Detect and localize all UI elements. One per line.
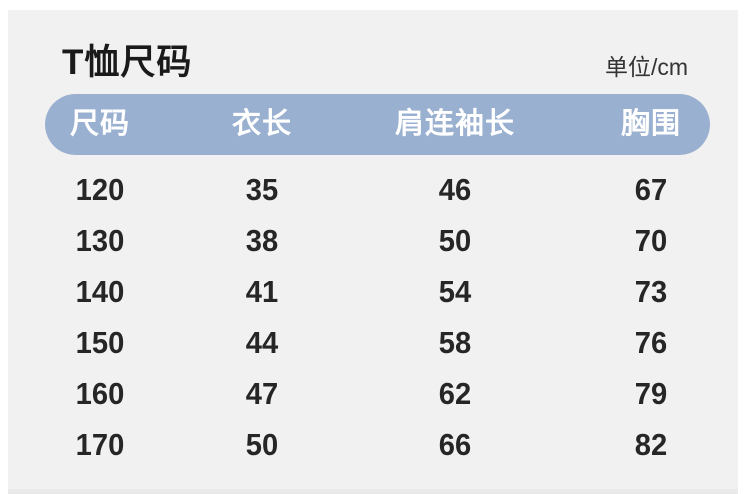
table-row: 160 47 62 79 <box>45 368 710 419</box>
table-cell: 76 <box>634 325 668 360</box>
table-body: 120 35 46 67 130 38 50 70 140 41 54 73 150 44 58 76 160 4… <box>45 164 710 470</box>
table-cell: 79 <box>634 376 668 411</box>
column-header: 衣长 <box>231 108 292 140</box>
table-cell: 73 <box>634 274 668 309</box>
column-header: 尺码 <box>69 108 130 140</box>
table-cell: 44 <box>245 325 279 360</box>
page-title: T恤尺码 <box>62 43 193 82</box>
table-cell: 150 <box>75 325 125 360</box>
table-header-row: 尺码 衣长 肩连袖长 胸围 <box>45 94 710 155</box>
table-cell: 46 <box>438 172 472 207</box>
table-cell: 82 <box>634 427 668 462</box>
table-row: 120 35 46 67 <box>45 164 710 215</box>
unit-label: 单位/cm <box>604 54 688 80</box>
table-cell: 62 <box>438 376 472 411</box>
table-cell: 170 <box>75 427 125 462</box>
table-row: 170 50 66 82 <box>45 419 710 470</box>
table-cell: 58 <box>438 325 472 360</box>
table-cell: 41 <box>245 274 279 309</box>
column-header: 胸围 <box>620 108 682 140</box>
table-cell: 70 <box>634 223 668 258</box>
size-chart-panel: T恤尺码 单位/cm 尺码 衣长 肩连袖长 胸围 120 35 46 67 130 38 50 70… <box>8 10 738 494</box>
table-cell: 140 <box>75 274 125 309</box>
table-cell: 66 <box>438 427 472 462</box>
table-cell: 54 <box>438 274 472 309</box>
table-cell: 35 <box>245 172 279 207</box>
table-cell: 38 <box>245 223 279 258</box>
column-header: 肩连袖长 <box>394 108 515 140</box>
table-cell: 120 <box>75 172 125 207</box>
table-cell: 67 <box>634 172 668 207</box>
table-row: 150 44 58 76 <box>45 317 710 368</box>
bottom-divider <box>8 489 738 494</box>
table-row: 140 41 54 73 <box>45 266 710 317</box>
table-cell: 50 <box>245 427 279 462</box>
table-cell: 47 <box>245 376 279 411</box>
table-cell: 130 <box>75 223 125 258</box>
table-cell: 160 <box>75 376 125 411</box>
table-row: 130 38 50 70 <box>45 215 710 266</box>
table-cell: 50 <box>438 223 472 258</box>
